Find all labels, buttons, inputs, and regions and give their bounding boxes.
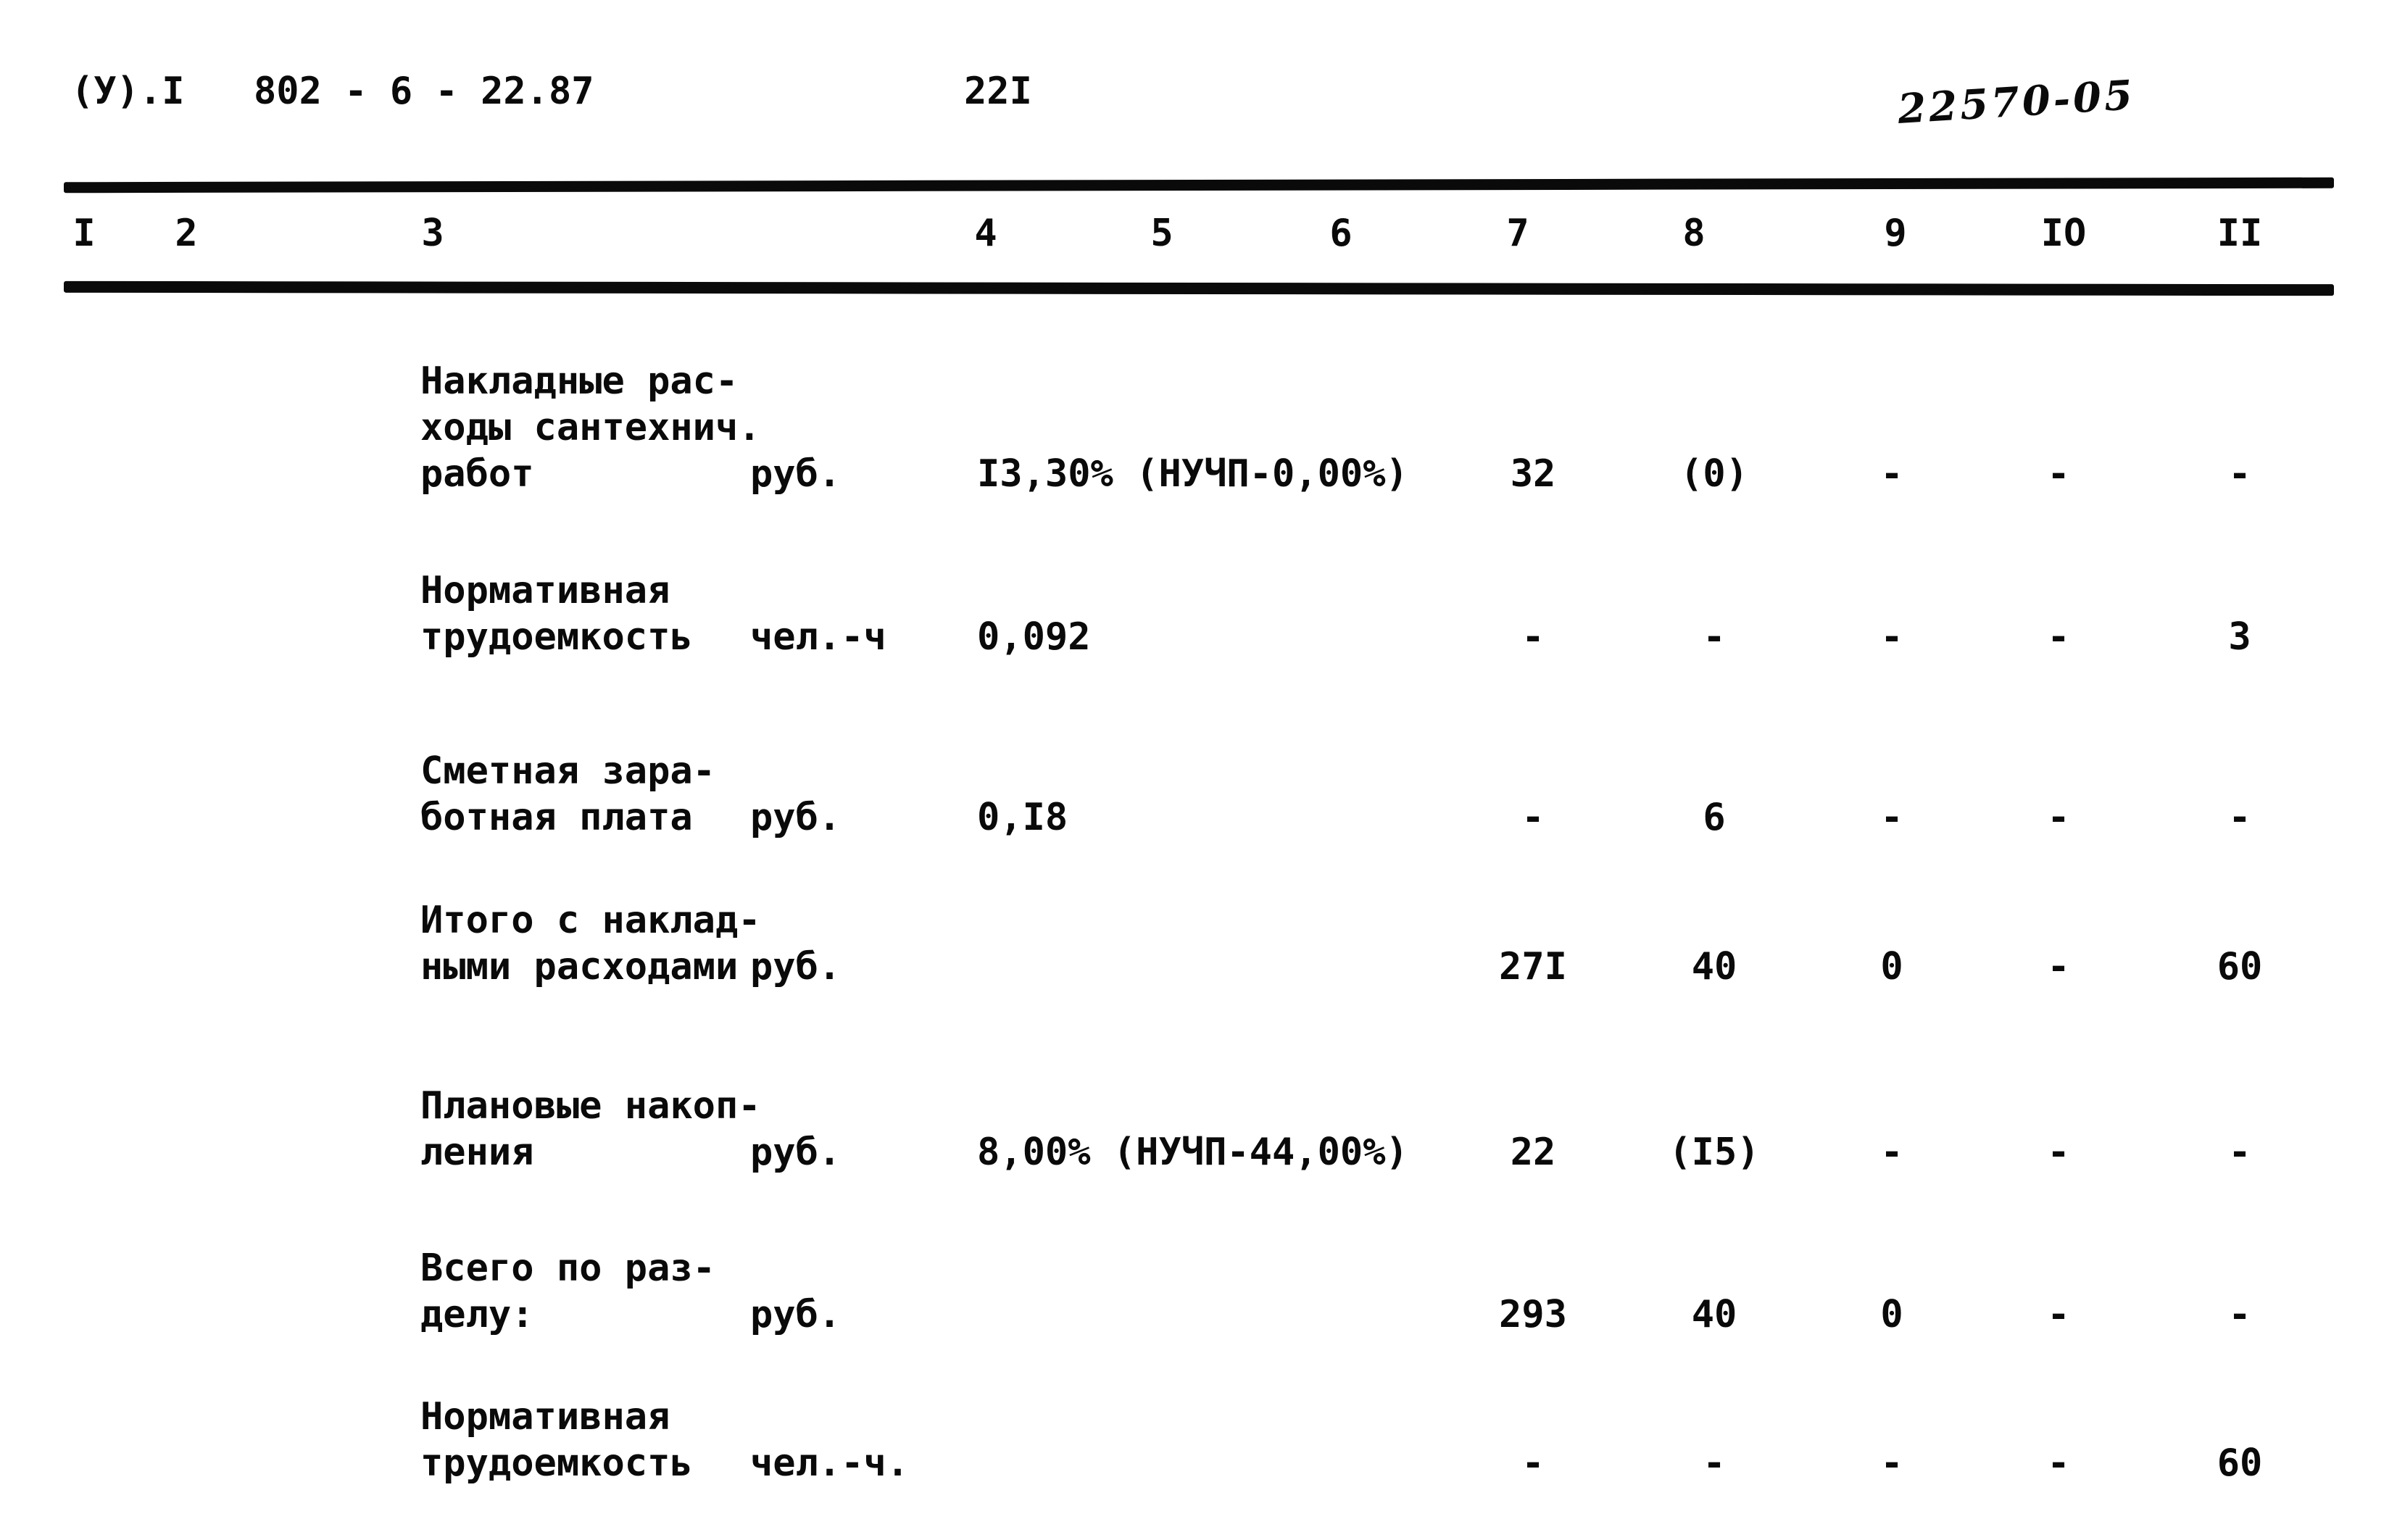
unit-cell: руб. — [750, 1131, 842, 1174]
rate-cell: 0,092 — [977, 615, 1091, 659]
row-label-line: ными расходами — [420, 945, 739, 988]
column-header-10: IO — [2040, 212, 2087, 255]
value-cell-col8: (I5) — [1669, 1131, 1760, 1174]
row-label-line: Накладные рас- — [420, 359, 739, 403]
value-cell-col10: - — [2047, 796, 2070, 839]
row-label-line: трудоемкость — [420, 1441, 693, 1485]
value-cell-col10: - — [2047, 945, 2070, 988]
value-cell-col7: - — [1521, 796, 1545, 839]
value-cell-col10: - — [2047, 452, 2070, 496]
unit-cell: руб. — [750, 1293, 842, 1336]
row-label-line: ходы сантехнич. — [420, 406, 761, 449]
value-cell-col7: - — [1521, 615, 1545, 659]
value-cell-col8: (0) — [1680, 452, 1748, 496]
row-label-line: Итого с наклад- — [420, 899, 761, 942]
table-top-rule — [63, 177, 2335, 193]
value-cell-col7: 22 — [1510, 1131, 1556, 1174]
column-header-2: 2 — [175, 212, 198, 255]
value-cell-col7: 293 — [1499, 1293, 1567, 1336]
unit-cell: руб. — [750, 796, 842, 839]
doc-number: 802 - 6 - 22.87 — [254, 70, 594, 113]
row-label-line: делу: — [420, 1293, 534, 1336]
value-cell-col9: 0 — [1880, 945, 1903, 988]
row-label-line: работ — [420, 452, 534, 496]
doc-series-code: (У).I — [71, 70, 185, 113]
column-header-3: 3 — [421, 212, 444, 255]
table-header-bottom-rule — [63, 280, 2335, 296]
value-cell-col11: 3 — [2228, 615, 2251, 659]
column-header-4: 4 — [974, 212, 997, 255]
value-cell-col11: - — [2228, 796, 2251, 839]
value-cell-col9: - — [1880, 1441, 1903, 1485]
value-cell-col10: - — [2047, 615, 2070, 659]
value-cell-col7: 32 — [1510, 452, 1556, 496]
rate-cell: I3,30% (НУЧП-0,00%) — [977, 452, 1408, 496]
row-label-line: ботная плата — [420, 796, 693, 839]
row-label-line: трудоемкость — [420, 615, 693, 659]
value-cell-col11: 60 — [2217, 945, 2263, 988]
value-cell-col7: 27I — [1499, 945, 1567, 988]
value-cell-col8: 6 — [1703, 796, 1726, 839]
column-header-5: 5 — [1150, 212, 1173, 255]
row-label-line: Плановые накоп- — [420, 1084, 761, 1128]
row-label-line: Всего по раз- — [420, 1246, 715, 1290]
value-cell-col9: 0 — [1880, 1293, 1903, 1336]
column-header-11: II — [2217, 212, 2263, 255]
unit-cell: руб. — [750, 945, 842, 988]
value-cell-col8: - — [1703, 1441, 1726, 1485]
value-cell-col9: - — [1880, 615, 1903, 659]
value-cell-col10: - — [2047, 1131, 2070, 1174]
column-header-7: 7 — [1506, 212, 1529, 255]
column-header-6: 6 — [1329, 212, 1353, 255]
value-cell-col11: - — [2228, 1131, 2251, 1174]
value-cell-col9: - — [1880, 452, 1903, 496]
value-cell-col11: - — [2228, 1293, 2251, 1336]
value-cell-col9: - — [1880, 796, 1903, 839]
unit-cell: чел.-ч — [750, 615, 886, 659]
row-label-line: Нормативная — [420, 569, 670, 612]
handwritten-stamp: 22570-05 — [1896, 71, 2137, 133]
value-cell-col7: - — [1521, 1441, 1545, 1485]
column-header-1: I — [72, 212, 96, 255]
row-label-line: Сметная зара- — [420, 749, 715, 793]
unit-cell: руб. — [750, 452, 842, 496]
column-header-9: 9 — [1884, 212, 1907, 255]
rate-cell: 8,00% (НУЧП-44,00%) — [977, 1131, 1408, 1174]
value-cell-col8: 40 — [1691, 945, 1737, 988]
value-cell-col11: - — [2228, 452, 2251, 496]
row-label-line: Нормативная — [420, 1395, 670, 1439]
value-cell-col10: - — [2047, 1293, 2070, 1336]
value-cell-col10: - — [2047, 1441, 2070, 1485]
value-cell-col8: - — [1703, 615, 1726, 659]
value-cell-col9: - — [1880, 1131, 1903, 1174]
page-number: 22I — [964, 70, 1032, 113]
row-label-line: ления — [420, 1131, 534, 1174]
value-cell-col11: 60 — [2217, 1441, 2263, 1485]
column-header-8: 8 — [1682, 212, 1706, 255]
rate-cell: 0,I8 — [977, 796, 1068, 839]
unit-cell: чел.-ч. — [750, 1441, 910, 1485]
value-cell-col8: 40 — [1691, 1293, 1737, 1336]
